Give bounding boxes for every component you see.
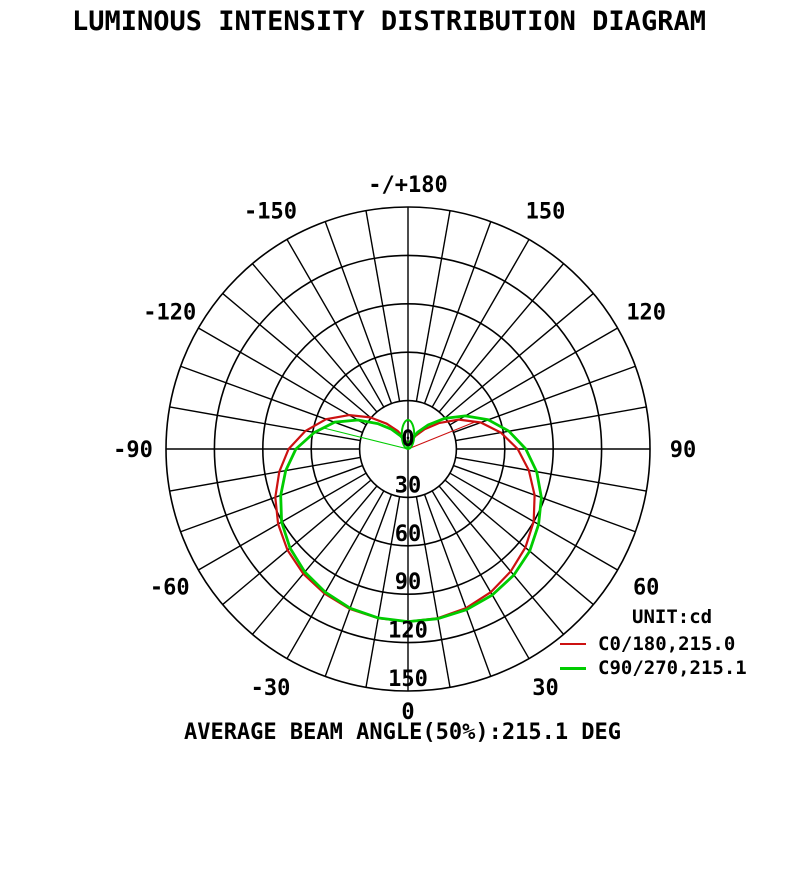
- angle-label--90: -90: [113, 438, 153, 463]
- radial-label-0: 0: [401, 427, 414, 452]
- grid-spoke: [415, 496, 451, 688]
- legend: UNIT:cd C0/180,215.0 C90/270,215.1: [560, 606, 747, 680]
- grid-spoke: [431, 239, 530, 408]
- angle-label-90: 90: [670, 438, 697, 463]
- grid-spoke: [180, 464, 363, 533]
- grid-spoke: [180, 365, 363, 434]
- grid-spoke: [453, 464, 636, 533]
- grid-spoke: [365, 496, 401, 688]
- radial-label-150: 150: [388, 667, 428, 692]
- curve-c90-270: [279, 414, 543, 623]
- grid-spoke: [453, 365, 636, 434]
- grid-spoke: [169, 456, 361, 492]
- legend-unit-label: UNIT:cd: [632, 606, 713, 628]
- grid-spoke: [324, 221, 393, 404]
- c0-180-line-swatch: [560, 643, 586, 645]
- grid-spoke: [455, 456, 647, 492]
- grid-spoke: [251, 263, 378, 413]
- angle-label--120: -120: [143, 300, 196, 325]
- radial-label-120: 120: [388, 619, 428, 644]
- grid-spoke: [438, 263, 565, 413]
- grid-spoke: [423, 494, 492, 677]
- grid-spoke: [423, 221, 492, 404]
- radial-label-30: 30: [395, 473, 422, 498]
- grid-spoke: [365, 210, 401, 402]
- grid-spoke: [431, 490, 530, 659]
- curve-zero-loop-c90-270: [400, 418, 416, 451]
- grid-spoke: [455, 406, 647, 442]
- angle-label-60: 60: [633, 575, 660, 600]
- grid-spoke: [444, 292, 594, 419]
- closing-chord-c90-270: [322, 427, 409, 450]
- angle-label--30: -30: [251, 676, 291, 701]
- diagram-title: LUMINOUS INTENSITY DISTRIBUTION DIAGRAM: [72, 6, 706, 37]
- grid-spoke: [286, 490, 385, 659]
- angle-label-120: 120: [626, 300, 666, 325]
- legend-entry-c0-180: C0/180,215.0: [560, 632, 747, 656]
- legend-entry-c90-270: C90/270,215.1: [560, 656, 747, 680]
- grid-spoke: [324, 494, 393, 677]
- radial-label-60: 60: [395, 522, 422, 547]
- grid-spoke: [415, 210, 451, 402]
- angle-label-30: 30: [532, 676, 559, 701]
- angle-label--150: -150: [244, 200, 297, 225]
- grid-spoke: [169, 406, 361, 442]
- grid-spoke: [286, 239, 385, 408]
- grid-spoke: [438, 485, 565, 635]
- legend-entry-c0-180-label: C0/180,215.0: [598, 633, 736, 655]
- closing-chord-c0-180: [407, 420, 477, 450]
- grid-spoke: [449, 327, 618, 426]
- angle-label-150: 150: [526, 200, 566, 225]
- grid-spoke: [444, 479, 594, 606]
- angle-label-180: -/+180: [368, 173, 447, 198]
- angle-label--60: -60: [150, 575, 190, 600]
- c90-270-line-swatch: [560, 666, 586, 670]
- angle-label-0: 0: [401, 700, 414, 725]
- grid-spoke: [251, 485, 378, 635]
- grid-spoke: [198, 327, 367, 426]
- radial-label-90: 90: [395, 570, 422, 595]
- beam-angle-caption: AVERAGE BEAM ANGLE(50%):215.1 DEG: [183, 720, 622, 745]
- legend-entry-c90-270-label: C90/270,215.1: [598, 657, 747, 679]
- grid-spoke: [222, 292, 372, 419]
- grid-spoke: [222, 479, 372, 606]
